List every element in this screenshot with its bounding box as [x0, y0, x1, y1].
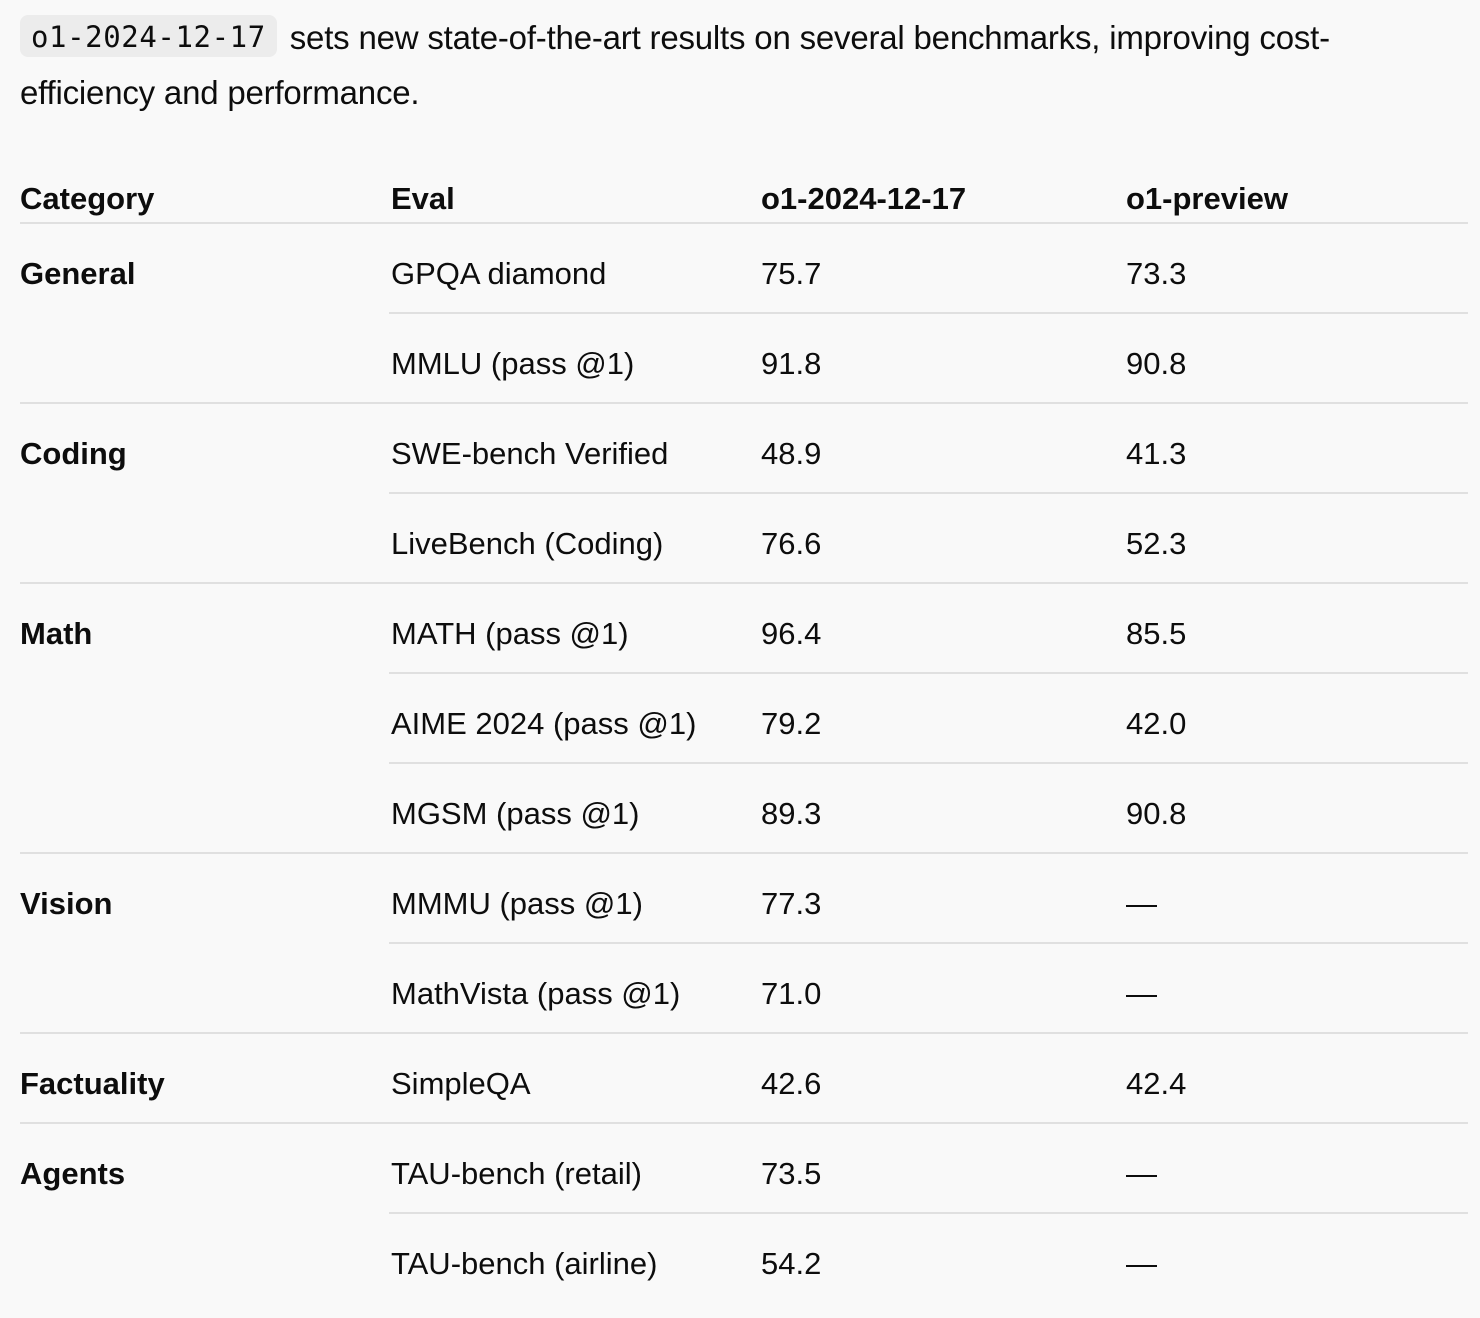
o1-preview-score-cell: 42.0 [1126, 706, 1187, 741]
eval-cell: SimpleQA [391, 1066, 531, 1101]
table-row: TAU-bench (airline) 54.2 — [20, 1214, 1468, 1304]
table-row: AIME 2024 (pass @1) 79.2 42.0 [20, 674, 1468, 764]
table-row: MGSM (pass @1) 89.3 90.8 [20, 764, 1468, 854]
eval-cell: SWE-bench Verified [391, 436, 669, 471]
eval-cell: MMLU (pass @1) [391, 346, 635, 381]
header-divider [20, 222, 1468, 224]
o1-preview-score-cell: 90.8 [1126, 346, 1187, 381]
eval-cell: MATH (pass @1) [391, 616, 629, 651]
intro-paragraph: o1-2024-12-17 sets new state-of-the-art … [20, 10, 1460, 120]
o1-preview-score-cell: 41.3 [1126, 436, 1187, 471]
eval-cell: MathVista (pass @1) [391, 976, 681, 1011]
table-row: Agents TAU-bench (retail) 73.5 — [20, 1124, 1468, 1214]
o1-score-cell: 73.5 [761, 1156, 822, 1191]
row-divider [389, 672, 1468, 674]
row-divider [20, 1122, 1468, 1124]
header-eval: Eval [391, 181, 455, 216]
header-o1-preview: o1-preview [1126, 181, 1288, 216]
o1-score-cell: 77.3 [761, 886, 822, 921]
o1-preview-score-cell: — [1126, 886, 1157, 921]
category-cell: Vision [20, 886, 113, 921]
table-row: Coding SWE-bench Verified 48.9 41.3 [20, 404, 1468, 494]
benchmark-table: Category Eval o1-2024-12-17 o1-preview G… [20, 170, 1468, 1304]
row-divider [20, 402, 1468, 404]
intro-text: sets new state-of-the-art results on sev… [20, 19, 1330, 111]
table-row: MMLU (pass @1) 91.8 90.8 [20, 314, 1468, 404]
o1-preview-score-cell: 90.8 [1126, 796, 1187, 831]
o1-preview-score-cell: 73.3 [1126, 256, 1187, 291]
table-header-row: Category Eval o1-2024-12-17 o1-preview [20, 170, 1468, 224]
eval-cell: AIME 2024 (pass @1) [391, 706, 697, 741]
eval-cell: TAU-bench (airline) [391, 1246, 658, 1281]
o1-score-cell: 91.8 [761, 346, 822, 381]
table-row: LiveBench (Coding) 76.6 52.3 [20, 494, 1468, 584]
o1-score-cell: 54.2 [761, 1246, 822, 1281]
row-divider [20, 1032, 1468, 1034]
header-category: Category [20, 181, 155, 216]
o1-score-cell: 96.4 [761, 616, 822, 651]
header-o1: o1-2024-12-17 [761, 181, 967, 216]
o1-score-cell: 79.2 [761, 706, 822, 741]
eval-cell: MGSM (pass @1) [391, 796, 640, 831]
table-body: General GPQA diamond 75.7 73.3 MMLU (pass @1… [20, 224, 1468, 1304]
model-code-chip: o1-2024-12-17 [20, 15, 277, 57]
o1-preview-score-cell: 42.4 [1126, 1066, 1187, 1101]
eval-cell: GPQA diamond [391, 256, 607, 291]
o1-preview-score-cell: 52.3 [1126, 526, 1187, 561]
eval-cell: LiveBench (Coding) [391, 526, 664, 561]
row-divider [20, 582, 1468, 584]
row-divider [20, 852, 1468, 854]
o1-score-cell: 76.6 [761, 526, 822, 561]
category-cell: Math [20, 616, 93, 651]
o1-score-cell: 89.3 [761, 796, 822, 831]
row-divider [389, 1212, 1468, 1214]
o1-score-cell: 71.0 [761, 976, 822, 1011]
o1-score-cell: 42.6 [761, 1066, 822, 1101]
row-divider [389, 492, 1468, 494]
category-cell: Agents [20, 1156, 126, 1191]
category-cell: General [20, 256, 136, 291]
o1-preview-score-cell: — [1126, 1156, 1157, 1191]
table-row: Math MATH (pass @1) 96.4 85.5 [20, 584, 1468, 674]
row-divider [389, 312, 1468, 314]
category-cell: Coding [20, 436, 127, 471]
o1-preview-score-cell: 85.5 [1126, 616, 1187, 651]
o1-score-cell: 48.9 [761, 436, 822, 471]
table-row: General GPQA diamond 75.7 73.3 [20, 224, 1468, 314]
table-row: MathVista (pass @1) 71.0 — [20, 944, 1468, 1034]
table-row: Factuality SimpleQA 42.6 42.4 [20, 1034, 1468, 1124]
o1-preview-score-cell: — [1126, 976, 1157, 1011]
eval-cell: TAU-bench (retail) [391, 1156, 642, 1191]
row-divider [389, 762, 1468, 764]
category-cell: Factuality [20, 1066, 165, 1101]
row-divider [389, 942, 1468, 944]
o1-score-cell: 75.7 [761, 256, 822, 291]
o1-preview-score-cell: — [1126, 1246, 1157, 1281]
eval-cell: MMMU (pass @1) [391, 886, 643, 921]
table-row: Vision MMMU (pass @1) 77.3 — [20, 854, 1468, 944]
